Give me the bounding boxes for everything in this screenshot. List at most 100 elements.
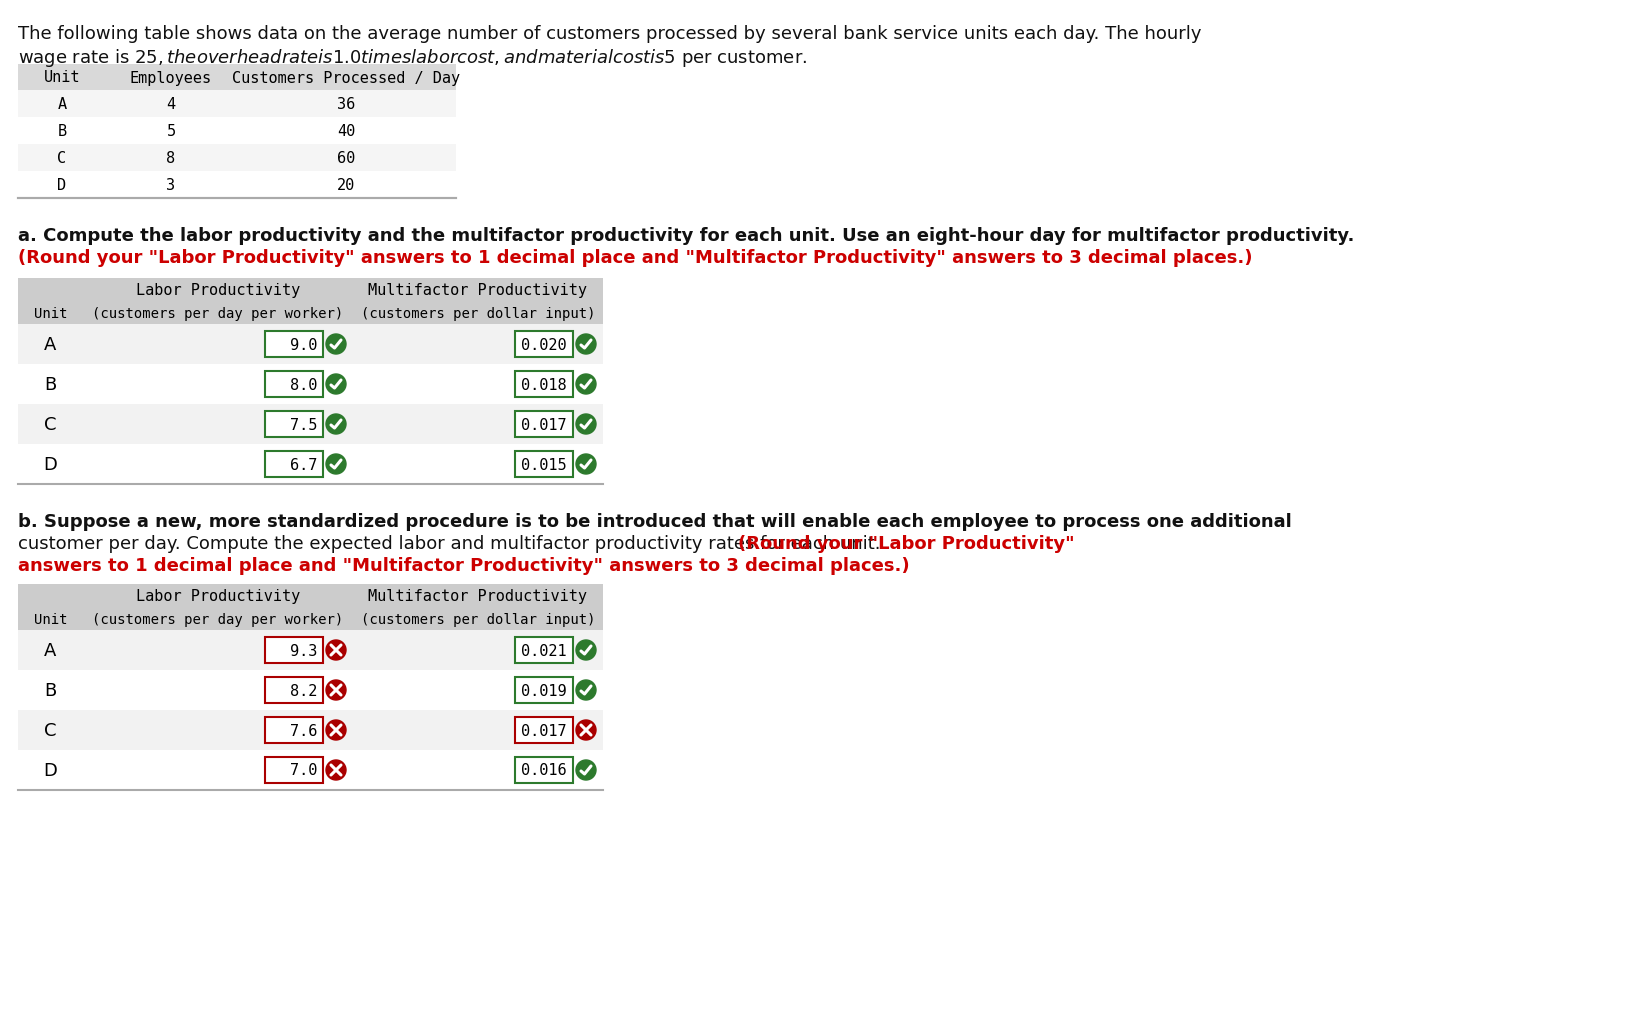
FancyBboxPatch shape (18, 444, 603, 484)
FancyBboxPatch shape (18, 710, 603, 750)
FancyBboxPatch shape (515, 331, 574, 358)
Text: A: A (57, 97, 67, 112)
Text: D: D (44, 455, 57, 474)
Text: 36: 36 (337, 97, 355, 112)
Text: Multifactor Productivity: Multifactor Productivity (369, 283, 588, 299)
Circle shape (577, 640, 596, 660)
Text: customer per day. Compute the expected labor and multifactor productivity rates : customer per day. Compute the expected l… (18, 535, 881, 552)
Text: 8: 8 (167, 151, 175, 166)
Text: 9.0: 9.0 (289, 337, 317, 353)
Text: a. Compute the labor productivity and the multifactor productivity for each unit: a. Compute the labor productivity and th… (18, 227, 1355, 245)
Text: The following table shows data on the average number of customers processed by s: The following table shows data on the av… (18, 25, 1201, 43)
FancyBboxPatch shape (515, 717, 574, 743)
FancyBboxPatch shape (18, 631, 603, 671)
FancyBboxPatch shape (18, 145, 456, 172)
Circle shape (577, 415, 596, 434)
FancyBboxPatch shape (265, 717, 324, 743)
Text: 5: 5 (167, 124, 175, 139)
Text: D: D (57, 178, 67, 193)
FancyBboxPatch shape (265, 412, 324, 437)
Text: 0.019: 0.019 (521, 683, 567, 698)
Text: A: A (44, 335, 57, 354)
Text: 7.6: 7.6 (289, 722, 317, 738)
Circle shape (577, 334, 596, 355)
Circle shape (577, 720, 596, 740)
FancyBboxPatch shape (515, 451, 574, 478)
FancyBboxPatch shape (18, 405, 603, 444)
Text: Unit: Unit (34, 307, 67, 321)
Text: B: B (57, 124, 67, 139)
Text: answers to 1 decimal place and "Multifactor Productivity" answers to 3 decimal p: answers to 1 decimal place and "Multifac… (18, 556, 910, 575)
Text: 60: 60 (337, 151, 355, 166)
Circle shape (577, 760, 596, 781)
Text: 3: 3 (167, 178, 175, 193)
Text: A: A (44, 641, 57, 659)
Text: Employees: Employees (131, 70, 212, 86)
Text: 0.020: 0.020 (521, 337, 567, 353)
FancyBboxPatch shape (265, 757, 324, 784)
FancyBboxPatch shape (18, 91, 456, 118)
FancyBboxPatch shape (515, 757, 574, 784)
Text: C: C (57, 151, 67, 166)
FancyBboxPatch shape (265, 678, 324, 703)
Circle shape (577, 454, 596, 475)
Circle shape (327, 375, 346, 394)
Text: 20: 20 (337, 178, 355, 193)
Text: 0.018: 0.018 (521, 377, 567, 392)
Text: 8.2: 8.2 (289, 683, 317, 698)
Text: (Round your "Labor Productivity": (Round your "Labor Productivity" (739, 535, 1075, 552)
Text: 0.015: 0.015 (521, 458, 567, 472)
Text: 9.3: 9.3 (289, 643, 317, 658)
FancyBboxPatch shape (515, 412, 574, 437)
FancyBboxPatch shape (18, 365, 603, 405)
Text: 6.7: 6.7 (289, 458, 317, 472)
Text: 40: 40 (337, 124, 355, 139)
FancyBboxPatch shape (18, 65, 456, 91)
FancyBboxPatch shape (515, 372, 574, 397)
Text: Labor Productivity: Labor Productivity (136, 283, 301, 299)
FancyBboxPatch shape (18, 279, 603, 303)
Text: (Round your "Labor Productivity" answers to 1 decimal place and "Multifactor Pro: (Round your "Labor Productivity" answers… (18, 249, 1253, 267)
FancyBboxPatch shape (18, 608, 603, 631)
Text: wage rate is $25, the overhead rate is 1.0 times labor cost, and material cost i: wage rate is $25, the overhead rate is 1… (18, 47, 807, 69)
Text: (customers per dollar input): (customers per dollar input) (361, 612, 595, 627)
Text: 7.5: 7.5 (289, 417, 317, 432)
Text: Labor Productivity: Labor Productivity (136, 589, 301, 604)
FancyBboxPatch shape (18, 325, 603, 365)
Text: 0.017: 0.017 (521, 722, 567, 738)
FancyBboxPatch shape (515, 678, 574, 703)
FancyBboxPatch shape (18, 750, 603, 790)
Text: Customers Processed / Day: Customers Processed / Day (232, 70, 461, 86)
Circle shape (577, 681, 596, 700)
Text: Unit: Unit (44, 70, 80, 86)
Text: 0.016: 0.016 (521, 763, 567, 777)
Text: 8.0: 8.0 (289, 377, 317, 392)
Text: (customers per day per worker): (customers per day per worker) (93, 307, 343, 321)
Circle shape (327, 681, 346, 700)
FancyBboxPatch shape (265, 637, 324, 663)
Text: B: B (44, 376, 57, 393)
Text: Multifactor Productivity: Multifactor Productivity (369, 589, 588, 604)
Text: b. Suppose a new, more standardized procedure is to be introduced that will enab: b. Suppose a new, more standardized proc… (18, 513, 1292, 531)
FancyBboxPatch shape (265, 372, 324, 397)
Text: (customers per day per worker): (customers per day per worker) (93, 612, 343, 627)
Text: Unit: Unit (34, 612, 67, 627)
FancyBboxPatch shape (18, 118, 456, 145)
Text: 0.017: 0.017 (521, 417, 567, 432)
Circle shape (327, 760, 346, 781)
Text: 4: 4 (167, 97, 175, 112)
FancyBboxPatch shape (515, 637, 574, 663)
FancyBboxPatch shape (18, 172, 456, 199)
Circle shape (327, 454, 346, 475)
Circle shape (577, 375, 596, 394)
Text: D: D (44, 761, 57, 780)
Text: (customers per dollar input): (customers per dollar input) (361, 307, 595, 321)
FancyBboxPatch shape (18, 585, 603, 608)
FancyBboxPatch shape (18, 303, 603, 325)
Text: B: B (44, 682, 57, 699)
Text: 7.0: 7.0 (289, 763, 317, 777)
Circle shape (327, 720, 346, 740)
FancyBboxPatch shape (265, 451, 324, 478)
FancyBboxPatch shape (265, 331, 324, 358)
Text: C: C (44, 416, 57, 433)
